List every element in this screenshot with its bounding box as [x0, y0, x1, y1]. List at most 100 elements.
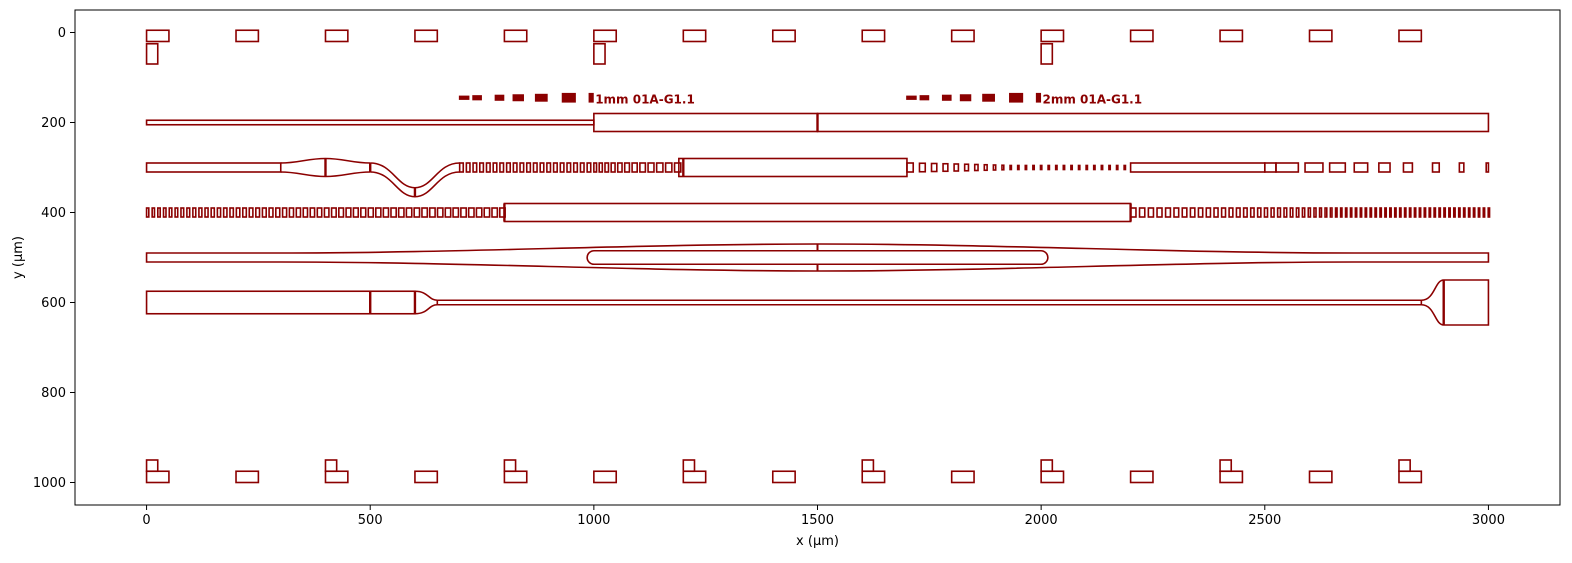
- bottom-mark: [503, 470, 528, 484]
- bottom-mark: [1398, 470, 1423, 484]
- grating-tooth: [1423, 207, 1427, 218]
- y-tick-label: 800: [41, 386, 66, 401]
- grating-tooth: [467, 207, 475, 218]
- grating-tooth: [248, 207, 254, 218]
- grating-tooth: [452, 207, 460, 218]
- grating-tooth: [352, 207, 360, 218]
- grating-tooth: [1054, 164, 1058, 171]
- grating-tooth: [1242, 207, 1248, 218]
- bottom-mark: [593, 470, 618, 484]
- grating-tooth: [460, 207, 468, 218]
- grating-tooth: [1467, 207, 1471, 218]
- grating-tooth: [235, 207, 241, 218]
- y-tick-label: 200: [41, 116, 66, 131]
- grating-tooth: [1402, 162, 1414, 173]
- x-tick-label: 3000: [1472, 513, 1505, 528]
- grating-tooth: [1448, 207, 1451, 218]
- grating-tooth: [1039, 164, 1043, 171]
- grating-tooth: [428, 207, 436, 218]
- grating-tooth: [1482, 207, 1486, 218]
- grating-tooth: [1100, 164, 1104, 171]
- grating-tooth: [963, 163, 970, 172]
- grating-tooth: [465, 162, 471, 173]
- mmi-outline: [145, 243, 1490, 272]
- grating-tooth: [1085, 164, 1089, 171]
- grating-tooth: [1339, 207, 1343, 218]
- label-marker: [588, 92, 594, 103]
- bottom-mark: [145, 470, 170, 484]
- grating-tooth: [992, 164, 997, 171]
- grating-tooth: [1263, 207, 1269, 218]
- grating-tooth: [1289, 207, 1294, 218]
- grating-tooth: [1147, 207, 1155, 218]
- grating-tooth: [275, 207, 281, 218]
- grating-tooth: [1228, 207, 1234, 218]
- annotation-label: 1mm 01A-G1.1: [595, 93, 695, 107]
- grating-tooth: [491, 207, 499, 218]
- grating-tooth: [1115, 164, 1119, 171]
- grating-tooth: [345, 207, 352, 218]
- grating-tooth: [1324, 207, 1328, 218]
- grating-tooth: [229, 207, 235, 218]
- top-mark: [1040, 29, 1065, 43]
- grating-tooth: [174, 207, 179, 218]
- bottom-mark-tab: [1040, 459, 1054, 473]
- grating-tooth: [241, 207, 248, 218]
- grating-tooth: [1393, 207, 1397, 218]
- top-mark: [235, 29, 260, 43]
- label-marker: [959, 94, 972, 102]
- grating-tooth: [1379, 207, 1383, 218]
- grating-tooth: [1328, 162, 1347, 173]
- grating-tooth: [1472, 207, 1476, 218]
- grating-tooth: [1428, 207, 1432, 218]
- grating-tooth: [323, 207, 330, 218]
- grating-tooth: [295, 207, 302, 218]
- label-marker: [941, 94, 952, 101]
- grating-tooth: [405, 207, 413, 218]
- grating-tooth: [255, 207, 261, 218]
- grating-tooth: [204, 207, 209, 218]
- grating-tooth: [930, 162, 938, 173]
- grating-tooth: [145, 207, 150, 218]
- y-tick-label: 1000: [33, 476, 66, 491]
- label-marker: [1035, 92, 1042, 103]
- bottom-mark-tab: [1398, 459, 1411, 473]
- bottom-mark-tab: [503, 459, 517, 473]
- grating-tooth: [390, 207, 397, 218]
- waveguide-segment: [678, 157, 908, 178]
- grating-tooth: [1389, 207, 1392, 218]
- grating-tooth: [458, 162, 465, 173]
- grating-tooth: [1256, 207, 1262, 218]
- grating-tooth: [1457, 207, 1461, 218]
- grating-tooth: [566, 162, 572, 173]
- grating-tooth: [1431, 162, 1441, 173]
- grating-tooth: [374, 207, 382, 218]
- grating-tooth: [1384, 207, 1388, 218]
- x-tick-label: 2000: [1025, 513, 1058, 528]
- grating-tooth: [198, 207, 203, 218]
- grating-tooth: [1275, 162, 1300, 173]
- top-mark: [324, 29, 349, 43]
- grating-tooth: [222, 207, 228, 218]
- bottom-mark: [414, 470, 439, 484]
- grating-tooth: [1138, 207, 1146, 218]
- grating-tooth: [1477, 207, 1481, 218]
- grating-tooth: [639, 162, 647, 173]
- grating-tooth: [1220, 207, 1227, 218]
- label-marker: [472, 95, 482, 101]
- top-mark: [414, 29, 439, 43]
- bottom-mark: [1129, 470, 1154, 484]
- grating-tooth: [1487, 207, 1491, 218]
- bottom-mark: [682, 470, 707, 484]
- grating-tooth: [1213, 207, 1219, 218]
- bottom-mark: [324, 470, 349, 484]
- grating-tooth: [1001, 164, 1005, 171]
- grating-tooth: [1334, 207, 1338, 218]
- grating-tooth: [953, 163, 960, 172]
- grating-tooth: [316, 207, 323, 218]
- top-mark: [950, 29, 975, 43]
- label-marker: [534, 93, 548, 102]
- grating-tooth: [664, 162, 673, 173]
- waveguide-segment: [593, 112, 819, 133]
- grating-tooth: [1398, 207, 1402, 218]
